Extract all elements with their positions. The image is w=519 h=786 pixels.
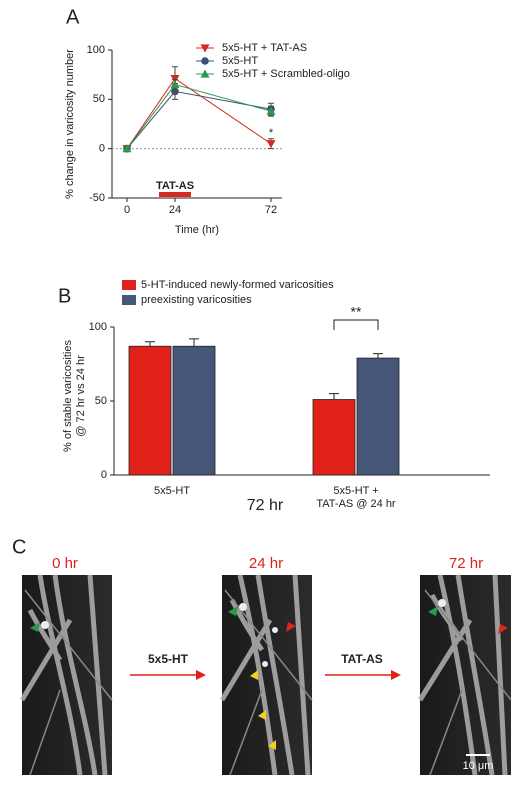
bar xyxy=(312,399,356,476)
y-axis-label: % of stable varicosities@ 72 hr vs 24 hr xyxy=(62,340,87,452)
x-axis-label: Time (hr) xyxy=(175,224,219,236)
panel-label: C xyxy=(12,536,26,558)
annotation: * xyxy=(269,127,274,139)
legend-swatch xyxy=(122,295,136,305)
bar xyxy=(356,357,400,476)
y-axis-label: % change in varicosity number xyxy=(64,49,76,199)
x-tick-label: 72 xyxy=(265,204,277,216)
y-tick-label: 50 xyxy=(95,395,107,407)
legend-marker xyxy=(201,57,209,65)
micrograph xyxy=(417,574,512,776)
treatment: TAT-AS xyxy=(341,652,383,666)
error-bar xyxy=(189,338,199,347)
timepoint: 24 hr xyxy=(249,555,283,572)
y-tick-label: 100 xyxy=(87,44,105,56)
y-tick-label: 50 xyxy=(93,93,105,105)
legend-label: 5x5-HT + Scrambled-oligo xyxy=(222,68,350,80)
significance-label: ** xyxy=(351,304,362,320)
x-axis-label: 72 hr xyxy=(247,497,284,514)
panel-label: B xyxy=(58,285,71,307)
micrograph xyxy=(19,574,113,776)
data-point xyxy=(170,75,180,84)
y-tick-label: -50 xyxy=(89,192,105,204)
legend-label: 5x5-HT xyxy=(222,55,258,67)
y-tick-label: 0 xyxy=(101,469,107,481)
significance-bracket xyxy=(333,319,379,330)
x-tick-label: 24 xyxy=(169,204,181,216)
data-point xyxy=(122,144,132,153)
data-point xyxy=(170,80,180,89)
error-bar xyxy=(145,341,155,347)
annotation: TAT-AS xyxy=(156,180,194,192)
legend-label: 5x5-HT + TAT-AS xyxy=(222,42,307,54)
treatment-bar xyxy=(159,192,191,197)
bar xyxy=(128,345,172,476)
x-tick-label: 5x5-HT xyxy=(154,485,190,497)
micrograph xyxy=(219,574,313,776)
legend-label: 5-HT-induced newly-formed varicosities xyxy=(141,279,334,291)
legend-swatch xyxy=(122,280,136,290)
legend-label: preexisting varicosities xyxy=(141,294,252,306)
scale-bar-label: 10 μm xyxy=(463,760,494,772)
x-tick-label: 5x5-HT + TAT-AS @ 24 hr xyxy=(316,485,396,510)
arrow xyxy=(130,670,401,680)
data-point xyxy=(266,106,276,115)
error-bar xyxy=(329,393,339,400)
error-bar xyxy=(373,353,383,359)
y-tick-label: 0 xyxy=(99,143,105,155)
timepoint: 72 hr xyxy=(449,555,483,572)
treatment: 5x5-HT xyxy=(148,652,189,666)
x-tick-label: 0 xyxy=(124,204,130,216)
timepoint: 0 hr xyxy=(52,555,78,572)
bar xyxy=(172,345,216,476)
panel-label: A xyxy=(66,6,80,28)
y-tick-label: 100 xyxy=(89,321,107,333)
legend-marker xyxy=(200,69,210,78)
series-line xyxy=(126,77,272,149)
legend-marker xyxy=(200,44,210,53)
data-point xyxy=(266,140,276,149)
